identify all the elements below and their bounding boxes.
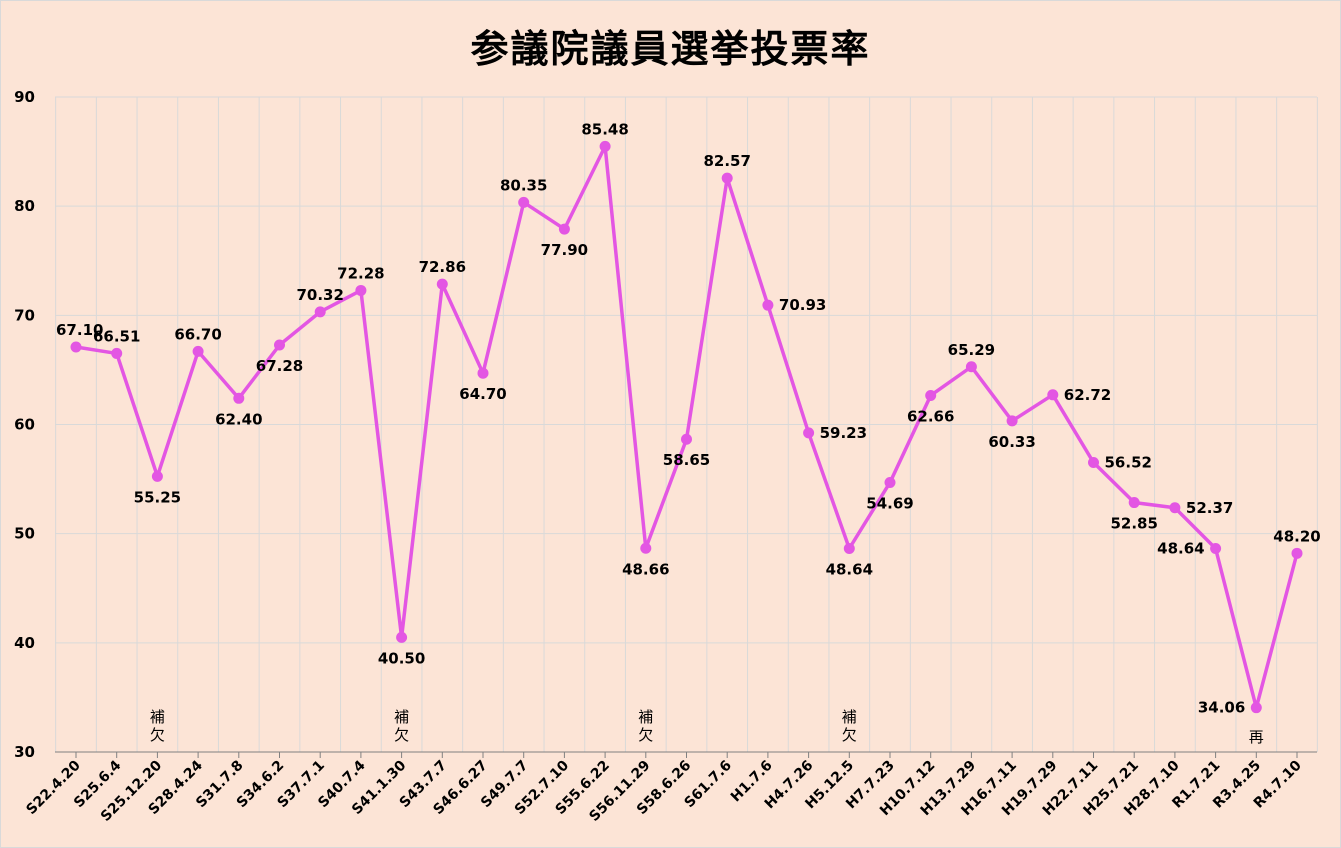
data-label: 85.48 (581, 120, 628, 138)
election-note: 補欠 (394, 708, 409, 744)
data-point (233, 392, 245, 404)
data-point (396, 631, 408, 643)
data-label: 48.66 (622, 560, 669, 578)
data-label: 55.25 (134, 488, 181, 506)
y-tick-label: 60 (14, 416, 35, 434)
data-label: 82.57 (703, 152, 750, 170)
data-point (518, 196, 530, 208)
data-label: 72.86 (419, 258, 466, 276)
data-label: 56.52 (1105, 453, 1152, 471)
data-point (1210, 543, 1222, 555)
data-label: 80.35 (500, 176, 547, 194)
data-point (314, 306, 326, 318)
y-tick-label: 80 (14, 197, 35, 215)
data-point (192, 345, 204, 357)
data-point (436, 278, 448, 290)
data-point (843, 543, 855, 555)
y-tick-label: 30 (14, 743, 35, 761)
chart-title: 参議院議員選挙投票率 (470, 27, 871, 71)
data-point (1128, 497, 1140, 509)
data-point (477, 367, 489, 379)
y-tick-label: 70 (14, 306, 35, 324)
data-label: 77.90 (541, 241, 588, 259)
data-point (151, 470, 163, 482)
data-point (721, 172, 733, 184)
data-label: 59.23 (820, 424, 867, 442)
data-label: 40.50 (378, 649, 425, 667)
data-label: 72.28 (337, 264, 384, 282)
data-label: 67.10 (56, 321, 103, 339)
data-point (1250, 702, 1262, 714)
data-point (925, 389, 937, 401)
election-note: 補欠 (638, 708, 653, 744)
data-label: 48.20 (1273, 527, 1320, 545)
data-point (355, 284, 367, 296)
data-label: 60.33 (988, 433, 1035, 451)
data-label: 66.51 (93, 327, 140, 345)
election-note: 再 (1249, 728, 1264, 746)
election-note: 補欠 (150, 708, 165, 744)
data-label: 48.64 (826, 561, 873, 579)
data-point (111, 347, 123, 359)
data-label: 65.29 (948, 341, 995, 359)
data-label: 52.85 (1110, 515, 1157, 533)
data-label: 48.64 (1157, 540, 1204, 558)
data-label: 66.70 (174, 325, 221, 343)
data-point (965, 361, 977, 373)
data-label: 70.93 (779, 296, 826, 314)
y-tick-label: 90 (14, 88, 35, 106)
data-label: 52.37 (1186, 499, 1233, 517)
data-point (558, 223, 570, 235)
data-label: 64.70 (459, 385, 506, 403)
data-point (1088, 456, 1099, 468)
data-point (1291, 547, 1303, 559)
data-label: 67.28 (256, 357, 303, 375)
data-point (70, 341, 82, 353)
data-label: 62.66 (907, 407, 954, 425)
data-label: 70.32 (296, 286, 343, 304)
data-point (681, 433, 692, 445)
data-label: 54.69 (866, 494, 913, 512)
data-point (1169, 502, 1181, 514)
data-label: 58.65 (663, 451, 710, 469)
y-tick-label: 50 (14, 525, 35, 543)
data-point (599, 140, 611, 152)
data-point (1047, 389, 1059, 401)
data-point (640, 542, 652, 554)
data-point (762, 299, 774, 311)
data-label: 34.06 (1198, 699, 1245, 717)
election-note: 補欠 (842, 708, 857, 744)
data-point (274, 339, 285, 351)
data-point (1006, 415, 1018, 427)
data-label: 62.40 (215, 410, 262, 428)
x-tick-label: S22.4.20 (23, 757, 84, 818)
y-tick-label: 40 (14, 634, 35, 652)
data-point (803, 427, 815, 439)
data-label: 62.72 (1064, 386, 1111, 404)
data-point (884, 476, 896, 488)
